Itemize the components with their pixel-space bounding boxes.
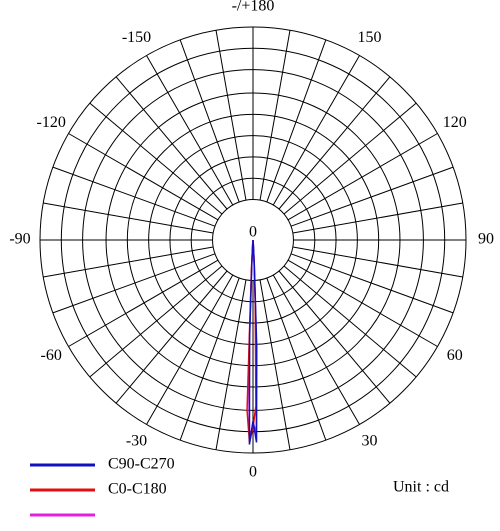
grid-spoke — [290, 166, 454, 227]
grid-spoke — [146, 274, 234, 425]
grid-spoke — [272, 55, 360, 206]
angle-tick-label: 150 — [358, 29, 382, 46]
angle-tick-label: 90 — [478, 231, 494, 248]
grid-spoke — [292, 202, 463, 234]
grid-spoke — [68, 259, 219, 347]
angle-tick-label: -30 — [126, 432, 147, 449]
grid-spoke — [89, 265, 223, 378]
angle-tick-label: -150 — [122, 29, 151, 46]
grid-spoke — [146, 55, 234, 206]
legend-label: C0-C180 — [108, 481, 167, 498]
grid-spoke — [52, 166, 216, 227]
angle-tick-label: -/+180 — [232, 0, 275, 15]
grid-spoke — [115, 76, 228, 210]
grid-spoke — [259, 279, 291, 450]
grid-spoke — [215, 279, 247, 450]
angle-tick-label: -60 — [41, 347, 62, 364]
grid-spoke — [278, 270, 391, 404]
grid-spoke — [43, 202, 214, 234]
series-line — [248, 239, 258, 445]
grid-spoke — [287, 133, 438, 221]
grid-spoke — [266, 277, 327, 441]
grid-spoke — [283, 102, 417, 215]
grid-spoke — [259, 30, 291, 201]
grid-spoke — [43, 246, 214, 278]
grid-spoke — [272, 274, 360, 425]
angle-tick-label: 120 — [443, 114, 467, 131]
grid-spoke — [283, 265, 417, 378]
grid-spoke — [278, 76, 391, 210]
angle-tick-label: -90 — [9, 231, 30, 248]
angle-tick-label: 60 — [447, 347, 463, 364]
angle-tick-label: -120 — [37, 114, 66, 131]
legend-label: C90-C270 — [108, 456, 175, 473]
grid-spoke — [89, 102, 223, 215]
angle-tick-label: 0 — [249, 464, 257, 481]
grid-spoke — [266, 39, 327, 203]
angle-tick-label: 30 — [362, 432, 378, 449]
radial-tick-label: 0 — [249, 224, 257, 241]
unit-label: Unit : cd — [393, 479, 449, 496]
grid-spoke — [68, 133, 219, 221]
grid-spoke — [179, 39, 240, 203]
grid-spoke — [179, 277, 240, 441]
grid-spoke — [287, 259, 438, 347]
grid-spoke — [292, 246, 463, 278]
grid-spoke — [52, 253, 216, 314]
grid-spoke — [215, 30, 247, 201]
grid-spoke — [115, 270, 228, 404]
grid-spoke — [290, 253, 454, 314]
